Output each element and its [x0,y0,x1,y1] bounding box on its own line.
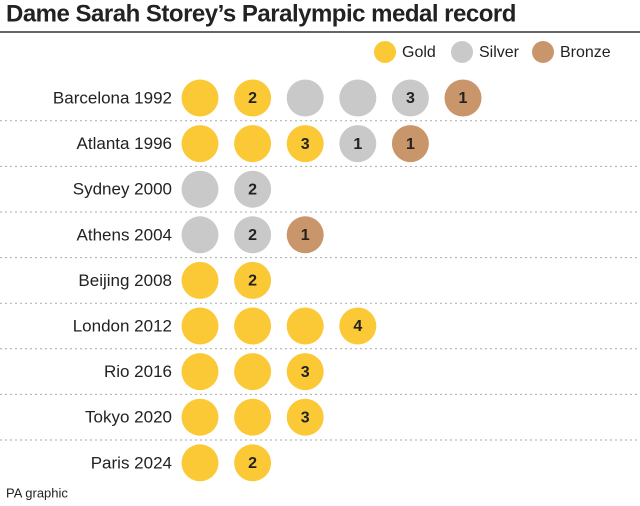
legend-swatch [374,41,396,63]
medal-count: 3 [301,136,310,153]
medal [181,79,219,117]
medal [234,79,272,117]
medal [339,307,377,345]
medal [181,261,219,299]
legend-label: Bronze [560,44,611,61]
medal [234,444,272,482]
medal [181,216,219,254]
medal-count: 2 [248,90,257,107]
medal [286,353,324,391]
row-label: Atlanta 1996 [77,134,172,153]
title: Dame Sarah Storey’s Paralympic medal rec… [6,0,516,27]
row-label: Athens 2004 [77,225,172,244]
medal [234,398,272,436]
legend-label: Gold [402,44,436,61]
medal [181,353,219,391]
medal-count: 2 [248,227,257,244]
medal-count: 1 [301,227,310,244]
medal [181,170,219,208]
row-label: Barcelona 1992 [53,88,172,107]
medal [391,125,429,163]
medal [234,353,272,391]
medal [234,170,272,208]
medal [234,125,272,163]
row-label: London 2012 [73,316,172,335]
medal-count: 1 [406,136,415,153]
medal-count: 2 [248,455,257,472]
medal [181,398,219,436]
row-label: Sydney 2000 [73,180,172,199]
medal [286,307,324,345]
medal-count: 3 [406,90,415,107]
row-label: Rio 2016 [104,362,172,381]
medal [286,79,324,117]
medal-count: 3 [301,364,310,381]
medal [444,79,482,117]
medal-count: 2 [248,273,257,290]
medal [339,79,377,117]
medal [181,125,219,163]
medal [286,398,324,436]
medal-count: 1 [353,136,362,153]
row-label: Tokyo 2020 [85,408,172,427]
legend-swatch [532,41,554,63]
medal [181,307,219,345]
legend-swatch [451,41,473,63]
medal [339,125,377,163]
medal-count: 1 [459,90,468,107]
medal [234,307,272,345]
medal-count: 3 [301,409,310,426]
medal [181,444,219,482]
legend-label: Silver [479,44,520,61]
medal [234,261,272,299]
medal [234,216,272,254]
medal-count: 4 [353,318,362,335]
medal [286,125,324,163]
medal-count: 2 [248,181,257,198]
row-label: Paris 2024 [91,453,172,472]
medal [286,216,324,254]
medal [391,79,429,117]
row-label: Beijing 2008 [78,271,172,290]
source: PA graphic [6,485,68,500]
